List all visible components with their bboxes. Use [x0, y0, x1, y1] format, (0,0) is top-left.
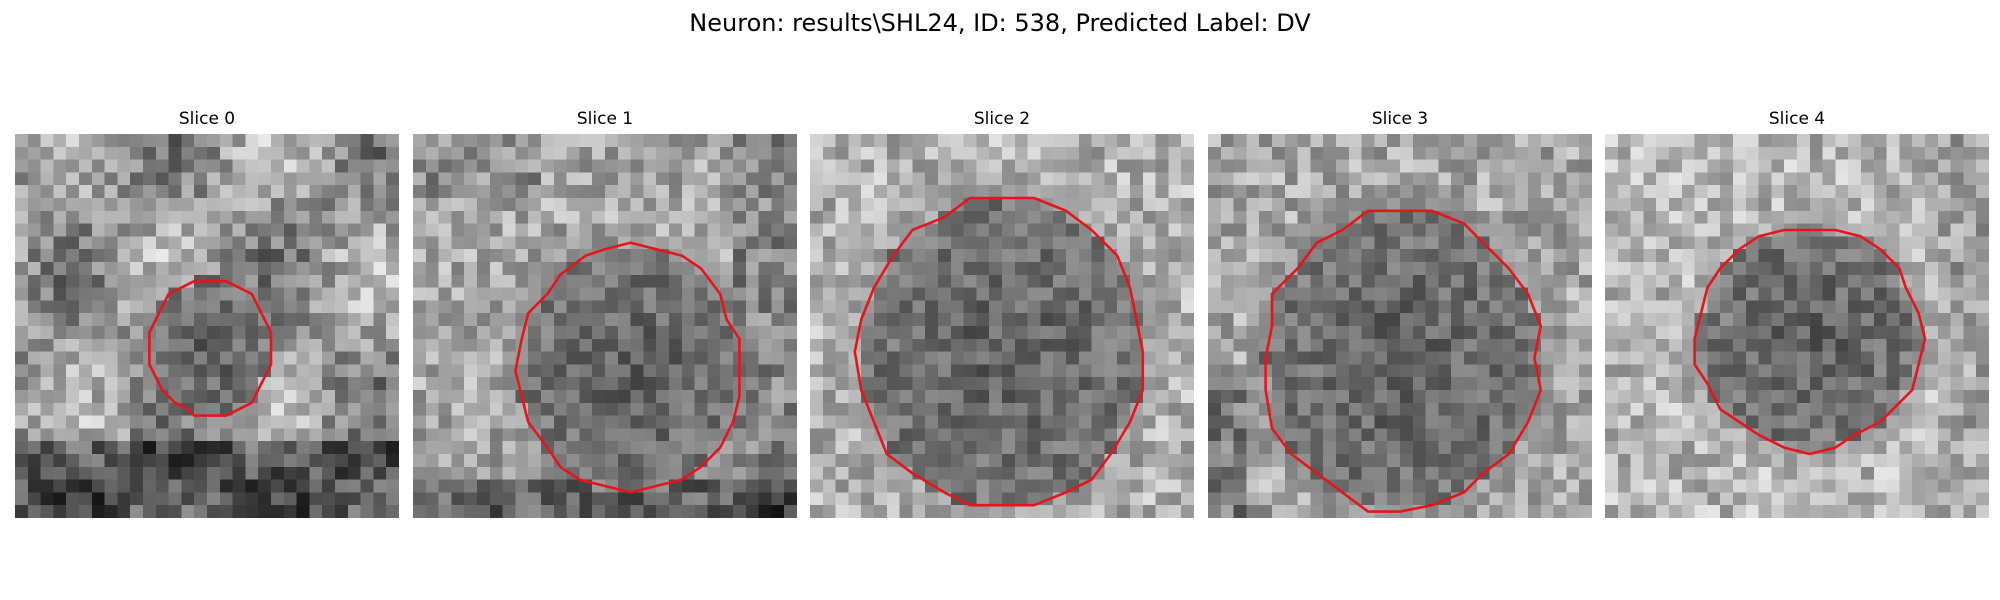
- slice-title: Slice 4: [1768, 109, 1826, 129]
- cell-contour: [1264, 209, 1543, 513]
- slice-panel-3: Slice 3: [1208, 108, 1592, 518]
- slice-title: Slice 1: [576, 109, 634, 129]
- slice-title: Slice 2: [973, 109, 1031, 129]
- slice-image: [413, 134, 797, 518]
- cell-contour: [1693, 228, 1927, 456]
- slice-image: [1605, 134, 1989, 518]
- slice-title: Slice 0: [178, 109, 236, 129]
- cell-contour-overlay: [148, 279, 273, 417]
- slice-panel-1: Slice 1: [413, 108, 797, 518]
- cell-contour-overlay: [1264, 209, 1543, 513]
- cell-contour: [514, 241, 741, 494]
- cell-contour: [853, 196, 1145, 507]
- slice-title: Slice 3: [1371, 109, 1429, 129]
- slice-panel-2: Slice 2: [810, 108, 1194, 518]
- cell-contour-overlay: [514, 241, 741, 494]
- cell-contour-overlay: [1693, 228, 1927, 456]
- figure-title: Neuron: results\SHL24, ID: 538, Predicte…: [689, 9, 1311, 37]
- cell-contour-overlay: [853, 196, 1145, 507]
- cell-contour: [148, 279, 273, 417]
- slice-panel-4: Slice 4: [1605, 108, 1989, 518]
- slice-image: [15, 134, 399, 518]
- slice-panel-0: Slice 0: [15, 108, 399, 518]
